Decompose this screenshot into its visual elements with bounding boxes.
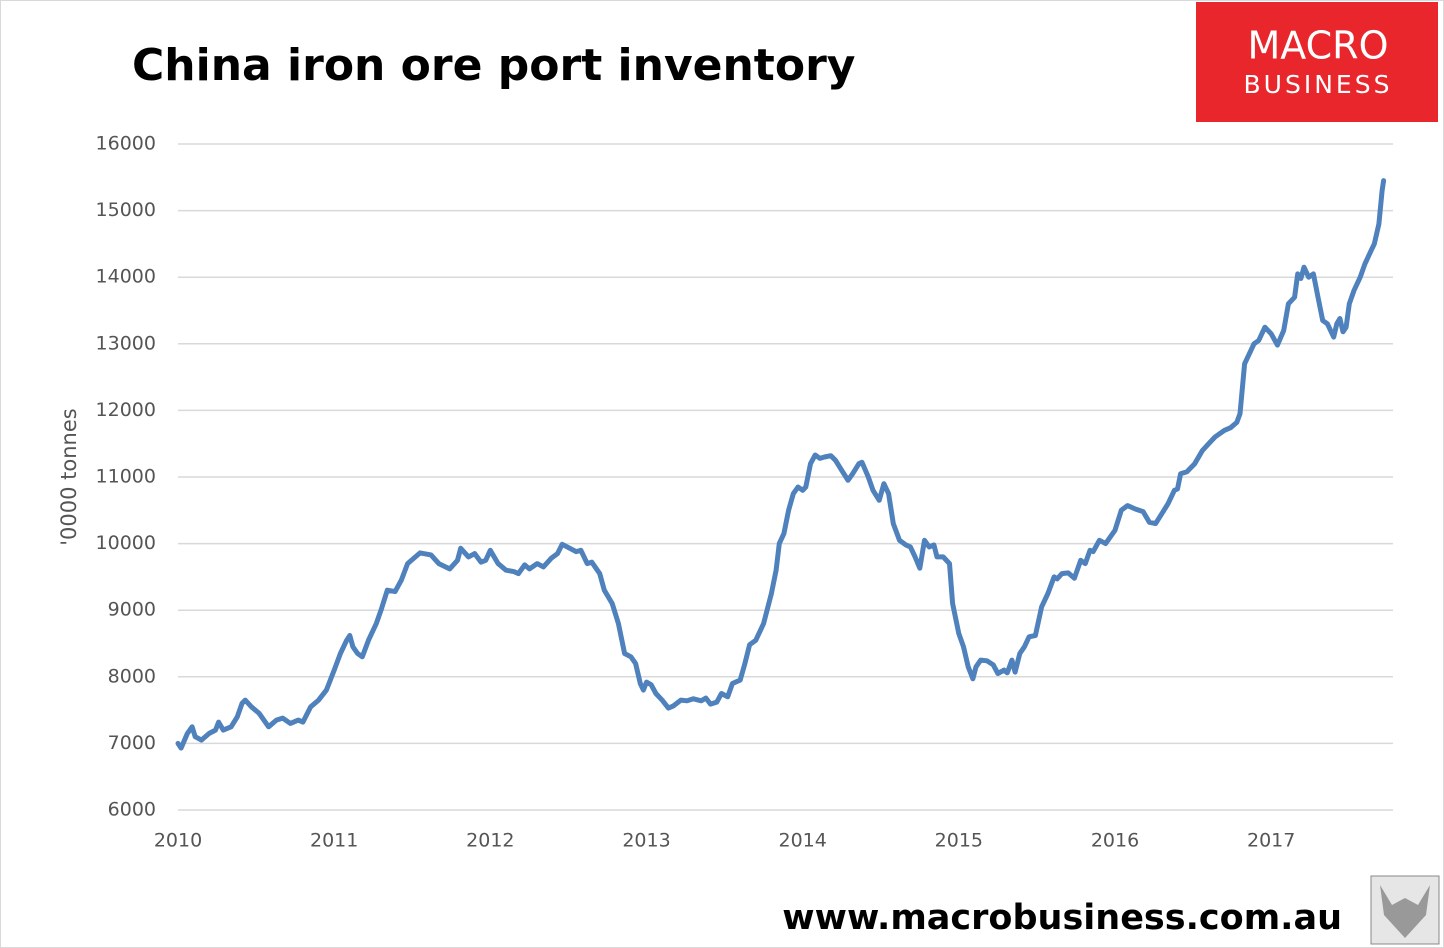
y-tick-label: 9000 [108,599,156,621]
logo-line1: MACRO [1248,24,1389,68]
y-tick-label: 10000 [96,532,156,554]
y-tick-label: 13000 [96,332,156,354]
x-tick-label: 2013 [622,830,670,852]
x-tick-label: 2016 [1091,830,1139,852]
x-tick-label: 2015 [935,830,983,852]
x-tick-label: 2014 [778,830,826,852]
x-tick-label: 2010 [154,830,202,852]
y-tick-label: 11000 [96,466,156,488]
y-tick-label: 8000 [108,665,156,687]
y-tick-label: 15000 [96,199,156,221]
y-tick-label: 16000 [96,133,156,155]
x-tick-label: 2011 [310,830,358,852]
y-axis-label: '0000 tonnes [57,408,81,545]
data-line [175,178,1387,751]
x-tick-label: 2012 [466,830,514,852]
source-url: www.macrobusiness.com.au [782,898,1342,938]
wolf-shape [1380,885,1430,938]
y-tick-label: 12000 [96,399,156,421]
y-tick-label: 14000 [96,266,156,288]
logo-box [1196,2,1438,122]
x-tick-label: 2017 [1247,830,1295,852]
logo-line2: BUSINESS [1244,70,1393,99]
chart-title: China iron ore port inventory [132,40,855,91]
y-tick-label: 6000 [108,799,156,821]
y-tick-label: 7000 [108,732,156,754]
